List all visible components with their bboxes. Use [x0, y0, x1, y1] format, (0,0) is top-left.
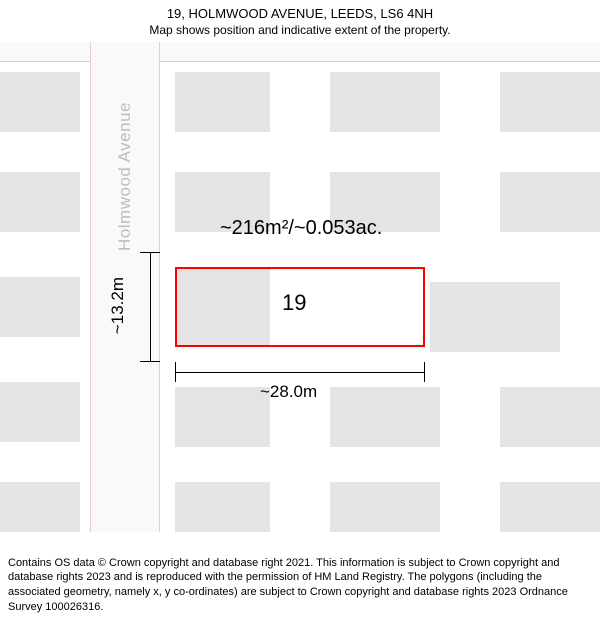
dimension-height-line: [150, 252, 151, 362]
street-name-label: Holmwood Avenue: [115, 102, 135, 251]
building-footprint: [500, 72, 600, 132]
building-footprint: [0, 482, 80, 532]
road-horizontal: [160, 42, 600, 62]
building-footprint: [330, 72, 440, 132]
property-number: 19: [282, 290, 306, 316]
map-canvas: Holmwood Avenue 19 ~216m²/~0.053ac. ~28.…: [0, 42, 600, 532]
building-footprint: [330, 482, 440, 532]
building-footprint: [500, 387, 600, 447]
area-label: ~216m²/~0.053ac.: [220, 217, 382, 240]
building-footprint: [500, 482, 600, 532]
dimension-width-label: ~28.0m: [260, 382, 317, 402]
building-footprint: [0, 277, 80, 337]
copyright-footer: Contains OS data © Crown copyright and d…: [0, 550, 600, 625]
road-horizontal: [0, 42, 90, 62]
building-footprint: [0, 72, 80, 132]
building-footprint: [330, 387, 440, 447]
building-footprint: [0, 382, 80, 442]
dimension-width-tick: [175, 362, 176, 382]
building-footprint: [175, 72, 270, 132]
building-footprint: [175, 482, 270, 532]
dimension-height-tick: [140, 252, 160, 253]
dimension-width-tick: [424, 362, 425, 382]
dimension-width-line: [175, 372, 425, 373]
dimension-height-tick: [140, 361, 160, 362]
building-footprint: [430, 282, 560, 352]
dimension-height-label: ~13.2m: [108, 277, 128, 334]
building-footprint: [500, 172, 600, 232]
header: 19, HOLMWOOD AVENUE, LEEDS, LS6 4NH Map …: [0, 0, 600, 39]
building-footprint: [0, 172, 80, 232]
page-title: 19, HOLMWOOD AVENUE, LEEDS, LS6 4NH: [10, 6, 590, 21]
page-subtitle: Map shows position and indicative extent…: [10, 23, 590, 37]
building-footprint: [175, 387, 270, 447]
